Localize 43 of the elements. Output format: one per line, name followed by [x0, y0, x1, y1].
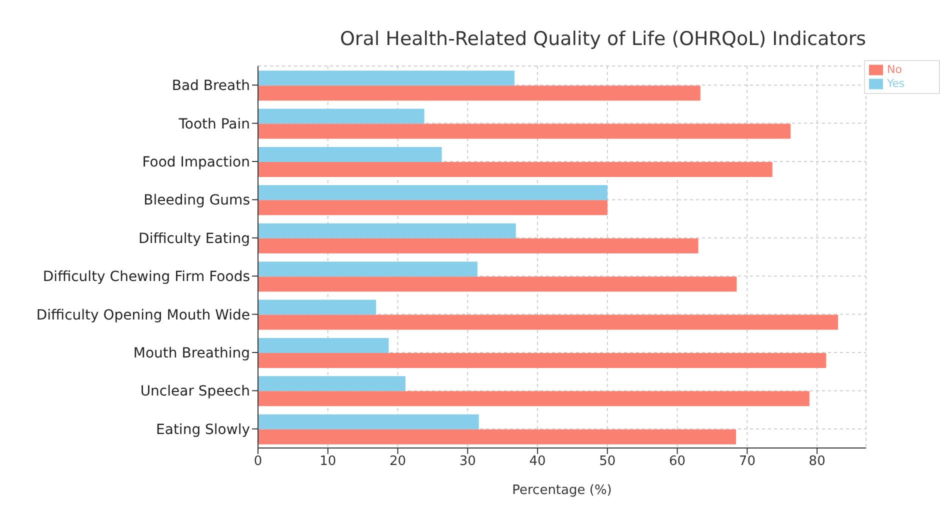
y-tick-label: Difficulty Eating — [138, 230, 250, 247]
bar — [258, 146, 442, 162]
y-tick-label: Tooth Pain — [178, 116, 250, 132]
y-tick-label: Unclear Speech — [140, 384, 250, 400]
x-tick-label: 0 — [254, 454, 262, 470]
legend-label: No — [887, 63, 902, 76]
x-tick-label: 20 — [389, 454, 406, 470]
bar — [258, 162, 772, 177]
y-tick-label: Mouth Breathing — [133, 345, 250, 362]
x-tick-label: 60 — [669, 454, 686, 470]
bar — [258, 108, 424, 124]
y-tick-label: Difficulty Chewing Firm Foods — [42, 269, 250, 286]
y-tick-label: Food Impaction — [142, 154, 250, 170]
bar — [258, 352, 826, 368]
legend-label: Yes — [887, 77, 905, 90]
bar — [258, 414, 479, 430]
y-tick-label: Difficulty Opening Mouth Wide — [36, 307, 250, 324]
x-tick-label: 50 — [599, 454, 616, 470]
y-tick-label: Bad Breath — [172, 78, 250, 94]
bar — [258, 223, 516, 238]
y-tick-label: Eating Slowly — [156, 422, 250, 438]
y-tick-label: Bleeding Gums — [144, 192, 250, 209]
bar — [258, 300, 376, 315]
x-tick-label: 40 — [529, 454, 546, 470]
chart-title: Oral Health-Related Quality of Life (OHRQoL) Indicators — [338, 28, 868, 50]
bar — [258, 429, 736, 444]
bar — [258, 376, 406, 392]
x-tick-label: 80 — [808, 454, 826, 470]
bar — [258, 185, 608, 200]
bar — [258, 238, 698, 254]
x-axis-title: Percentage (%) — [512, 483, 612, 498]
bar — [258, 262, 478, 277]
bar — [258, 276, 737, 292]
bar — [258, 338, 389, 353]
x-tick-label: 10 — [320, 454, 336, 470]
bar — [258, 124, 791, 139]
bar — [258, 86, 700, 101]
bar — [258, 391, 810, 406]
x-tick-label: 30 — [459, 454, 476, 470]
bar — [258, 314, 838, 330]
x-tick-label: 70 — [738, 454, 756, 470]
bar — [258, 70, 514, 86]
bar — [258, 200, 608, 216]
